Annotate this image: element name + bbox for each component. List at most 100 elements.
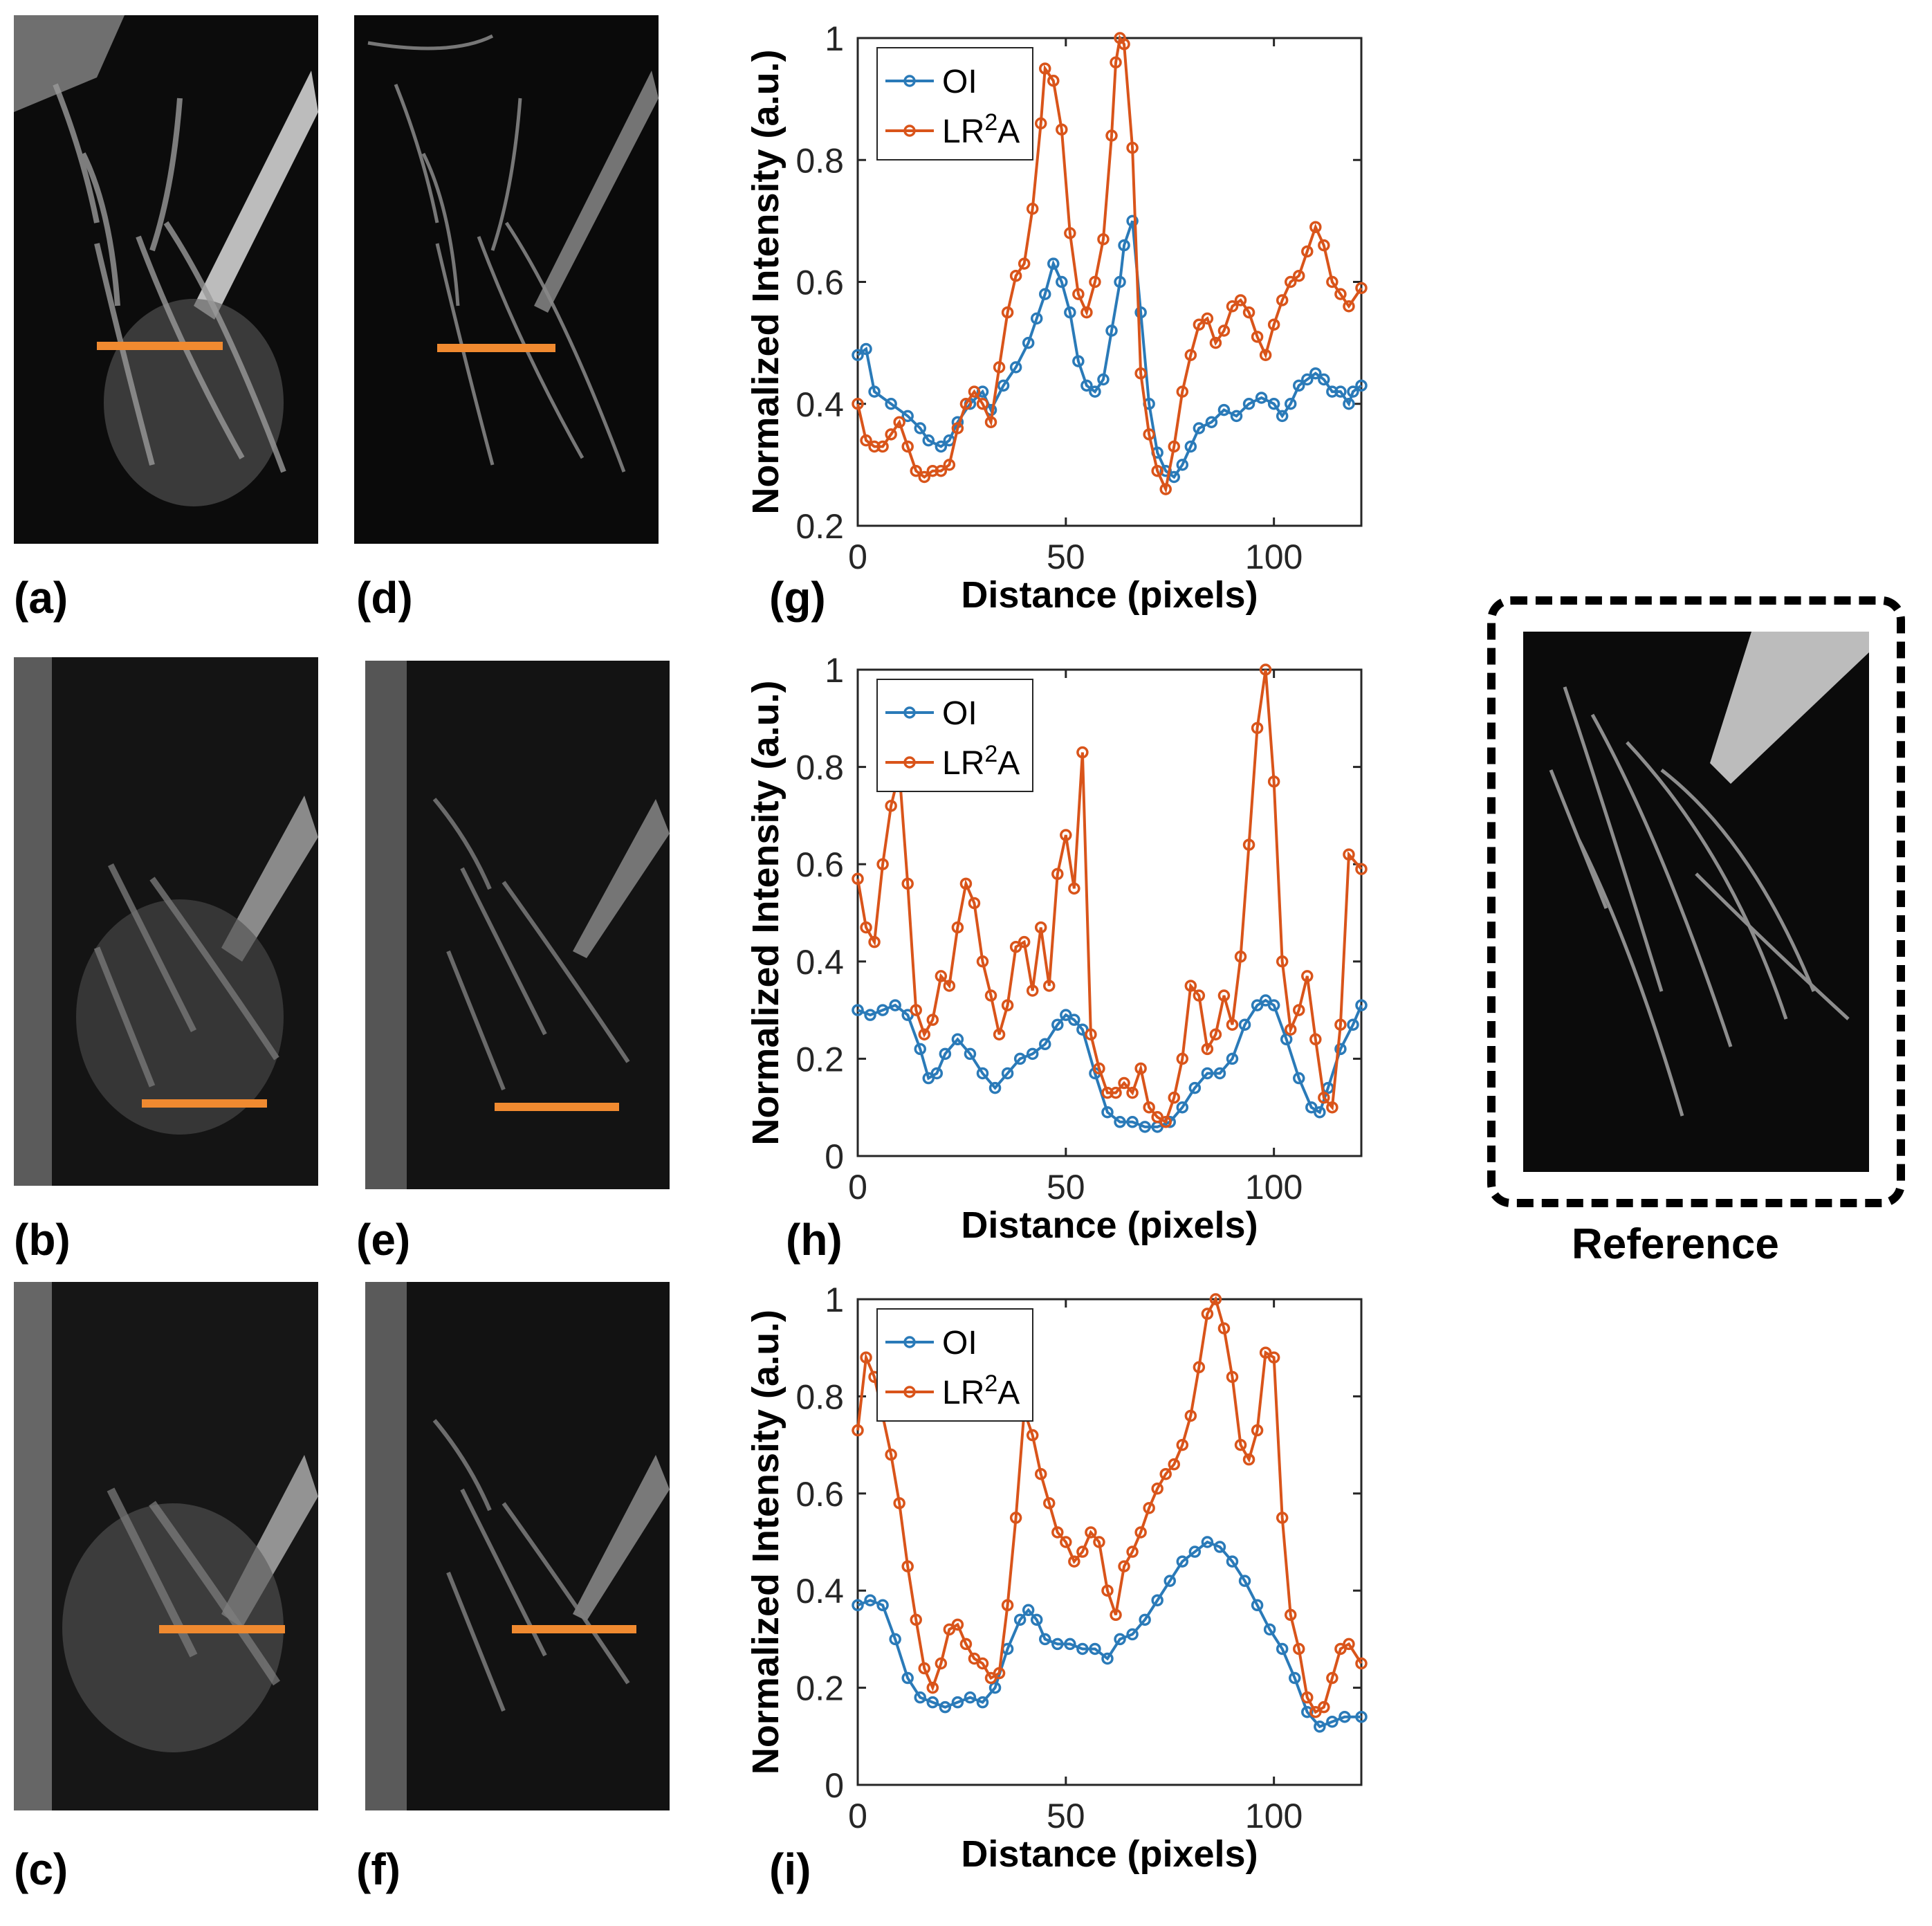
image-d	[354, 15, 659, 544]
data-point-LR2A	[1259, 663, 1272, 676]
data-point-LR2A	[984, 416, 997, 428]
data-point-LR2A	[1293, 1642, 1305, 1656]
x-tick-label: 50	[1047, 538, 1085, 576]
data-point-LR2A	[943, 459, 956, 471]
data-point-LR2A	[1267, 1351, 1280, 1364]
data-point-LR2A	[1126, 1546, 1139, 1558]
data-point-LR2A	[918, 1662, 931, 1675]
data-point-LR2A	[1201, 1308, 1214, 1320]
reference-image	[1523, 632, 1869, 1172]
data-point-OI	[1293, 1072, 1305, 1085]
data-point-LR2A	[1326, 1101, 1338, 1114]
data-point-OI	[943, 434, 956, 447]
data-point-LR2A	[1034, 1467, 1047, 1480]
data-point-LR2A	[1242, 306, 1255, 319]
data-point-OI	[1068, 1014, 1080, 1026]
data-point-OI	[930, 1067, 944, 1080]
legend-entry-LR2A: LR2A	[942, 109, 1020, 150]
data-point-LR2A	[1217, 1322, 1231, 1335]
data-point-OI	[1139, 1613, 1151, 1626]
data-point-LR2A	[1001, 999, 1014, 1011]
data-point-LR2A	[1334, 1018, 1347, 1031]
data-point-LR2A	[1093, 1536, 1105, 1548]
data-point-LR2A	[852, 1424, 864, 1437]
data-point-LR2A	[1143, 1502, 1155, 1514]
data-point-OI	[1267, 398, 1280, 410]
data-point-LR2A	[1193, 318, 1206, 331]
data-point-OI	[1072, 355, 1085, 367]
data-point-LR2A	[1251, 1424, 1264, 1437]
data-point-LR2A	[918, 1028, 931, 1040]
data-point-OI	[1347, 385, 1359, 398]
data-point-LR2A	[885, 428, 897, 441]
data-point-OI	[1038, 1633, 1051, 1646]
data-point-LR2A	[1318, 239, 1330, 252]
data-point-OI	[1064, 306, 1076, 319]
series-line-LR2A	[856, 669, 1363, 1124]
data-point-LR2A	[1168, 440, 1181, 453]
legend-entry-LR2A: LR2A	[942, 741, 1020, 782]
data-point-OI	[1056, 275, 1068, 288]
data-point-LR2A	[1009, 269, 1022, 282]
data-point-OI	[864, 1594, 876, 1606]
data-point-OI	[1318, 373, 1330, 386]
data-point-OI	[852, 1004, 864, 1016]
data-point-LR2A	[951, 921, 964, 934]
data-point-OI	[1064, 1638, 1076, 1651]
y-axis-label: Normalized Intensity (a.u.)	[745, 680, 786, 1145]
data-point-LR2A	[1168, 1458, 1181, 1471]
plot-area	[856, 37, 1363, 527]
data-point-LR2A	[1234, 951, 1247, 963]
legend-entry-OI: OI	[942, 1325, 977, 1361]
data-point-LR2A	[1176, 1052, 1189, 1065]
data-point-LR2A	[1043, 1497, 1056, 1510]
data-point-LR2A	[1110, 1086, 1122, 1099]
data-point-LR2A	[1293, 1004, 1305, 1016]
data-point-LR2A	[1343, 1638, 1355, 1651]
data-point-LR2A	[1134, 1526, 1147, 1539]
data-point-OI	[1114, 1633, 1126, 1646]
data-point-LR2A	[1126, 1086, 1139, 1099]
data-point-OI	[1163, 1116, 1176, 1128]
data-point-OI	[1026, 1047, 1039, 1061]
data-point-OI	[1238, 1575, 1251, 1587]
data-point-OI	[964, 1691, 977, 1704]
data-point-LR2A	[1018, 1404, 1031, 1418]
data-point-OI	[1030, 1613, 1043, 1626]
data-point-LR2A	[1110, 1608, 1122, 1622]
data-point-LR2A	[1026, 1429, 1039, 1442]
data-point-LR2A	[1134, 367, 1147, 380]
data-point-OI	[1301, 1705, 1314, 1718]
data-point-LR2A	[1085, 1028, 1097, 1040]
data-point-LR2A	[1301, 245, 1314, 258]
y-tick-label: 0.4	[795, 1572, 844, 1611]
data-point-LR2A	[1226, 300, 1239, 313]
data-point-LR2A	[935, 464, 948, 477]
data-point-LR2A	[1060, 1536, 1072, 1548]
data-point-OI	[1001, 1642, 1014, 1656]
data-point-LR2A	[1051, 1526, 1064, 1539]
data-point-OI	[1038, 1038, 1051, 1051]
data-point-OI	[1251, 999, 1264, 1011]
x-tick-label: 0	[848, 1797, 867, 1835]
data-point-LR2A	[860, 434, 872, 447]
data-point-OI	[1114, 275, 1126, 288]
data-point-LR2A	[1159, 1467, 1172, 1480]
data-point-LR2A	[1051, 868, 1064, 881]
data-point-LR2A	[1089, 275, 1101, 288]
y-tick-label: 0.8	[795, 141, 844, 180]
data-point-LR2A	[1056, 123, 1068, 136]
data-point-LR2A	[1318, 1700, 1330, 1714]
data-point-LR2A	[860, 921, 872, 934]
data-point-LR2A	[868, 1370, 881, 1384]
data-point-OI	[1201, 1536, 1214, 1548]
data-point-LR2A	[1060, 829, 1072, 841]
data-point-LR2A	[968, 1652, 981, 1665]
data-point-LR2A	[959, 398, 973, 410]
data-point-OI	[876, 1599, 889, 1612]
data-point-LR2A	[901, 440, 914, 453]
data-point-LR2A	[1184, 1409, 1197, 1422]
data-point-LR2A	[943, 1623, 956, 1636]
data-point-LR2A	[1293, 269, 1305, 282]
data-point-LR2A	[885, 800, 897, 812]
